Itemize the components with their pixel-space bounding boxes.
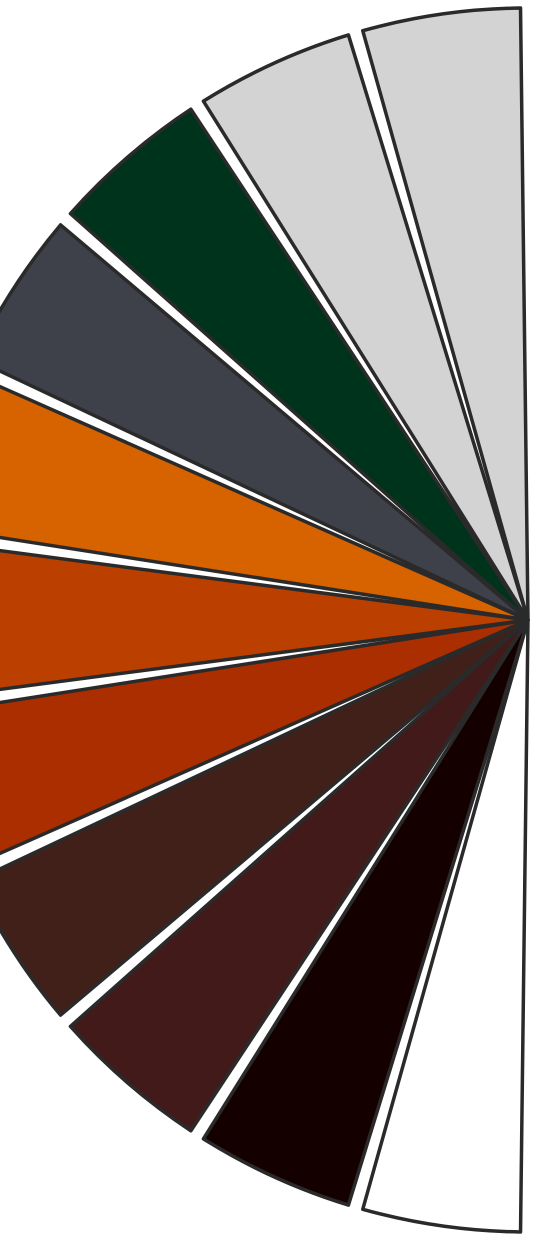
swatch-near-black — [201, 618, 530, 1207]
fan-swatches — [0, 6, 530, 1234]
swatch-dark-green — [68, 107, 530, 622]
swatch-dark-brown — [0, 618, 530, 1017]
swatch-orange — [0, 384, 530, 622]
swatch-slate-grey — [0, 223, 530, 622]
swatch-rust-orange — [0, 548, 530, 692]
swatch-maroon — [68, 618, 530, 1133]
swatch-light-grey-2 — [201, 33, 530, 622]
swatch-light-grey-1 — [361, 6, 530, 622]
swatch-white — [361, 618, 530, 1234]
